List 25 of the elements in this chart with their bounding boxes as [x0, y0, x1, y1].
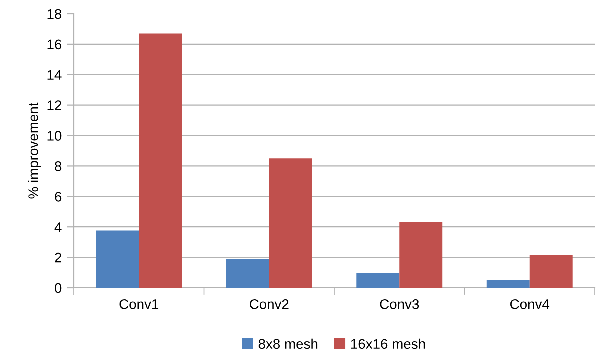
legend-label: 8x8 mesh [258, 338, 318, 349]
y-tick-label: 16 [48, 40, 62, 50]
y-tick-label: 18 [48, 9, 62, 20]
y-tick-label: 14 [48, 70, 62, 80]
bar [486, 280, 530, 288]
x-tick-label: Conv3 [380, 299, 420, 310]
bar [530, 255, 573, 288]
x-tick-label: Conv4 [510, 299, 550, 310]
bar [139, 34, 182, 288]
bar [226, 259, 270, 288]
y-tick-label: 4 [54, 222, 62, 232]
x-tick-label: Conv1 [120, 299, 159, 310]
y-axis-title: % improvement [28, 102, 42, 199]
bar [356, 274, 400, 288]
bar [96, 230, 140, 288]
y-tick-label: 12 [48, 100, 62, 110]
y-tick-label: 2 [55, 252, 62, 263]
y-tick-label: 10 [48, 131, 62, 141]
bar [400, 222, 443, 288]
x-tick-label: Conv2 [250, 299, 289, 310]
legend-label: 16x16 mesh [351, 338, 426, 349]
y-tick-label: 8 [55, 162, 62, 172]
y-tick-label: 6 [55, 192, 62, 202]
bar [269, 158, 312, 288]
y-tick-label: 0 [55, 283, 62, 294]
